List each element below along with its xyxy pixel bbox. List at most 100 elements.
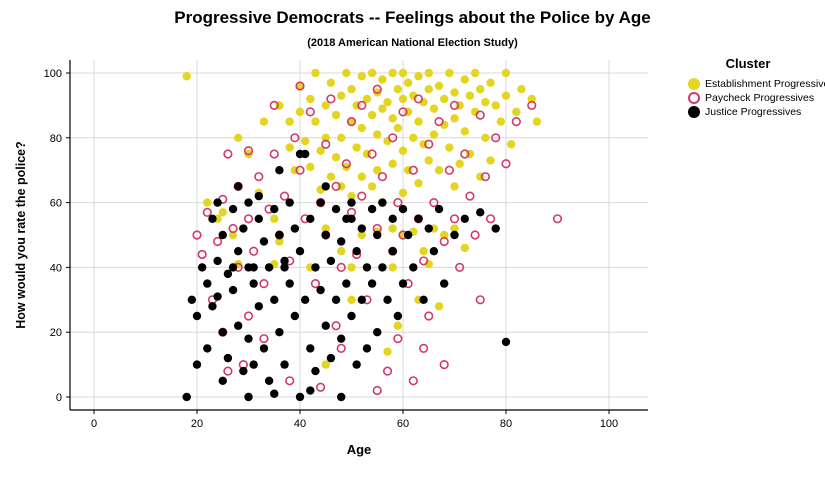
data-point: [486, 156, 495, 165]
data-point: [208, 214, 217, 223]
data-point: [187, 295, 197, 304]
data-point: [290, 224, 300, 233]
data-point: [311, 366, 320, 376]
data-point: [429, 130, 439, 139]
data-point: [326, 256, 336, 266]
data-point: [342, 68, 351, 78]
data-point: [373, 130, 382, 139]
x-tick-label: 100: [600, 418, 618, 430]
data-point: [341, 159, 351, 169]
data-point: [213, 198, 222, 207]
data-point: [197, 249, 207, 260]
legend-items: Establishment Progressives Paycheck Progr…: [688, 78, 825, 118]
data-point: [373, 230, 382, 240]
y-tick-label: 60: [50, 198, 62, 210]
data-point: [434, 302, 444, 311]
data-point: [275, 328, 284, 337]
data-point: [280, 256, 289, 266]
data-point: [501, 91, 511, 100]
data-point: [367, 68, 377, 78]
data-point: [491, 101, 500, 110]
data-point: [218, 230, 227, 240]
data-point: [352, 360, 361, 369]
data-point: [311, 68, 320, 78]
data-point: [424, 156, 433, 165]
data-point: [192, 360, 202, 369]
data-point: [321, 224, 330, 233]
data-point: [223, 353, 233, 363]
data-point: [434, 204, 444, 214]
data-point: [347, 191, 356, 201]
data-point: [388, 159, 397, 168]
data-point: [382, 366, 393, 376]
data-point: [455, 262, 465, 273]
data-point: [347, 263, 356, 272]
data-point: [285, 279, 294, 288]
x-tick-label: 40: [294, 418, 306, 430]
data-point: [445, 143, 454, 152]
data-point: [372, 385, 382, 396]
data-point: [290, 311, 300, 321]
data-point: [460, 214, 469, 223]
data-point: [378, 263, 387, 272]
data-point: [306, 344, 315, 353]
data-point: [347, 85, 356, 94]
data-point: [270, 295, 279, 304]
data-point: [306, 386, 315, 395]
data-point: [367, 182, 377, 191]
data-point: [424, 85, 433, 94]
data-point: [501, 337, 511, 347]
data-point: [270, 204, 279, 214]
data-point: [527, 100, 537, 110]
data-point: [228, 285, 238, 295]
data-point: [372, 84, 382, 94]
data-point: [403, 230, 413, 240]
data-point: [316, 382, 326, 392]
legend-item-label: Paycheck Progressives: [705, 92, 815, 104]
data-point: [342, 279, 351, 288]
data-point: [321, 360, 330, 369]
data-point: [321, 230, 330, 240]
data-point: [337, 133, 346, 142]
data-point: [269, 149, 279, 159]
data-point: [331, 110, 341, 120]
data-point: [357, 123, 366, 133]
data-point: [243, 214, 254, 224]
data-point: [393, 85, 403, 94]
data-point: [305, 107, 315, 117]
y-tick-label: 0: [56, 392, 62, 404]
data-point: [419, 343, 429, 354]
data-point: [269, 100, 279, 110]
data-point: [300, 136, 310, 146]
series-justice-progressives: [182, 149, 511, 402]
data-point: [511, 116, 521, 127]
data-point: [429, 198, 439, 208]
data-point: [203, 198, 212, 207]
data-point: [460, 127, 469, 136]
data-point: [481, 133, 490, 142]
gridlines: [70, 60, 648, 410]
data-point: [306, 94, 315, 104]
data-point: [228, 230, 238, 240]
data-point: [321, 182, 330, 191]
data-point: [460, 149, 470, 159]
data-point: [326, 78, 336, 87]
data-point: [321, 101, 330, 110]
data-point: [388, 263, 397, 272]
data-point: [465, 191, 475, 201]
data-point: [393, 311, 403, 321]
data-point: [450, 182, 459, 191]
data-point: [331, 153, 341, 162]
data-point: [439, 236, 449, 247]
data-point: [450, 224, 459, 233]
data-point: [347, 311, 356, 321]
data-point: [409, 263, 418, 272]
data-point: [450, 230, 459, 240]
data-point: [501, 159, 511, 169]
data-point: [476, 208, 485, 217]
data-point: [491, 224, 500, 233]
filled-circle-icon: [688, 106, 700, 118]
data-point: [367, 279, 377, 288]
data-point: [388, 114, 397, 123]
